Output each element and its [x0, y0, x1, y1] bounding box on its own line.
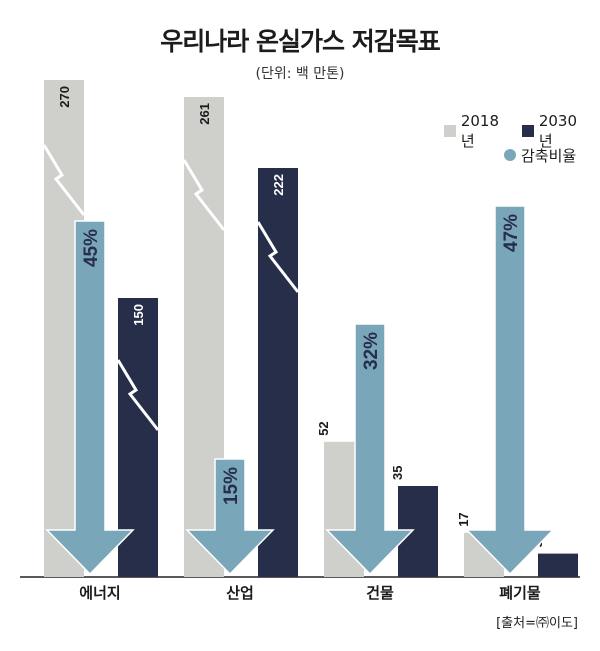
reduction-arrow-1: [185, 458, 275, 576]
legend-item-2018: 2018년: [444, 112, 512, 151]
reduction-label-1: 15%: [221, 467, 242, 505]
value-label-2030-2: 35: [390, 466, 405, 480]
legend-swatch-rate: [504, 149, 516, 161]
value-label-2030-1: 222: [271, 174, 286, 196]
bar-2030-1: [258, 168, 298, 577]
axis-break-2030-1: [256, 221, 300, 293]
legend-label-2030: 2030년: [538, 111, 577, 150]
legend-swatch-2018: [444, 125, 456, 137]
axis-break-2018-0: [42, 144, 86, 216]
reduction-arrow-0: [45, 220, 135, 576]
value-label-2018-2: 52: [316, 421, 331, 435]
axis-break-2030-0: [116, 359, 160, 431]
value-label-2018-0: 270: [57, 86, 72, 108]
category-label-1: 산업: [226, 584, 254, 602]
axis-break-2018-1: [182, 159, 226, 231]
reduction-label-2: 32%: [361, 332, 382, 370]
category-label-0: 에너지: [79, 584, 120, 602]
value-label-2030-0: 150: [131, 304, 146, 326]
category-label-2: 건물: [366, 584, 394, 602]
value-label-2018-3: 17: [456, 512, 471, 526]
legend-item-rate: 감축비율: [504, 145, 576, 166]
legend-swatch-2030: [522, 125, 534, 137]
legend: 2018년 2030년 감축비율: [444, 112, 600, 167]
reduction-arrow-3: [465, 205, 555, 576]
category-label-3: 폐기물: [499, 584, 541, 602]
reduction-arrow-2: [325, 323, 415, 576]
value-label-2018-1: 261: [197, 103, 212, 125]
unit-label: (단위: 백 만톤): [255, 66, 345, 82]
legend-row-rate: 감축비율: [444, 143, 600, 167]
legend-item-2030: 2030년: [522, 112, 590, 151]
reduction-label-0: 45%: [81, 229, 102, 267]
legend-label-2018: 2018년: [460, 111, 499, 150]
reduction-label-3: 47%: [501, 214, 522, 252]
source-label: [출처=㈜이도]: [496, 616, 578, 631]
legend-row-years: 2018년 2030년: [444, 112, 600, 150]
chart-title: 우리나라 온실가스 저감목표: [160, 27, 440, 56]
legend-label-rate: 감축비율: [521, 146, 577, 165]
bar-2030-3: [538, 553, 578, 577]
